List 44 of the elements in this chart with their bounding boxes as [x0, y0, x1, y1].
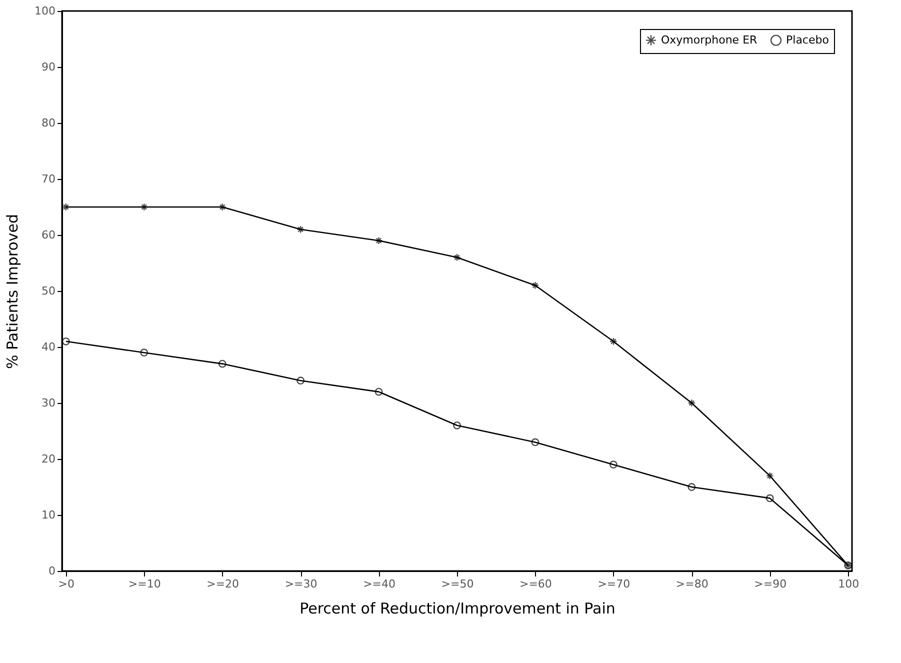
point — [296, 376, 305, 385]
y-tick-label: 10 — [42, 508, 56, 522]
point — [766, 494, 774, 502]
point — [140, 348, 148, 357]
point — [218, 360, 226, 368]
point — [531, 281, 540, 290]
y-tick-label: 80 — [42, 116, 56, 130]
point — [374, 388, 383, 396]
y-tick-label: 30 — [42, 396, 56, 410]
x-tick-label: >=40 — [363, 578, 396, 590]
point — [453, 421, 461, 430]
point — [218, 203, 226, 211]
x-tick-label: >=10 — [128, 578, 161, 590]
point — [766, 472, 774, 480]
y-tick-label: 90 — [42, 60, 56, 74]
x-tick-label: >=30 — [284, 578, 318, 590]
x-tick-label: 100 — [838, 578, 860, 590]
y-tick-label: 0 — [48, 564, 56, 578]
x-tick-label: >=60 — [520, 578, 552, 590]
point — [609, 460, 618, 469]
point — [140, 203, 148, 211]
x-tick-label: >=70 — [598, 578, 630, 590]
point — [374, 236, 383, 245]
x-tick-label: >=50 — [441, 578, 474, 590]
point — [531, 438, 540, 446]
x-tick-label: >0 — [58, 578, 75, 590]
legend-label: Oxymorphone ER — [661, 33, 758, 46]
y-tick-label: 20 — [42, 452, 56, 466]
point — [453, 253, 461, 262]
point — [296, 225, 305, 234]
x-tick-label: >=80 — [676, 578, 708, 590]
y-tick-label: 50 — [42, 284, 56, 298]
x-axis-title: Percent of Reduction/Improvement in Pain — [300, 600, 616, 618]
y-tick-label: 70 — [42, 172, 56, 186]
x-tick-label: >=20 — [206, 578, 240, 590]
point — [688, 483, 696, 491]
y-tick-label: 100 — [34, 4, 56, 18]
point — [688, 399, 696, 407]
point — [609, 337, 618, 346]
legend-label: Placebo — [786, 33, 830, 46]
x-tick-label: >=90 — [754, 578, 787, 590]
y-tick-label: 40 — [42, 340, 56, 354]
y-tick-label: 60 — [42, 228, 56, 242]
y-axis-title: % Patients Improved — [4, 214, 22, 370]
